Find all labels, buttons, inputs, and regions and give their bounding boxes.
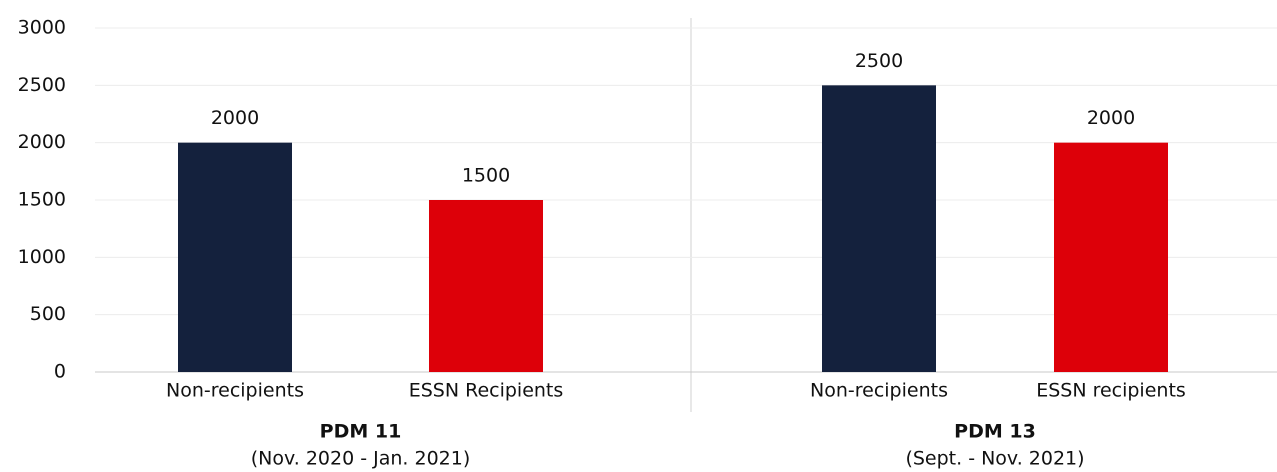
y-tick-label: 1500 (18, 189, 66, 211)
y-tick-label: 1000 (18, 246, 66, 268)
value-label: 2000 (1087, 107, 1135, 129)
value-label: 2500 (855, 50, 903, 72)
x-tick-label: ESSN Recipients (409, 380, 564, 402)
y-tick-label: 2500 (18, 74, 66, 96)
x-tick-label: Non-recipients (166, 380, 304, 402)
bar (822, 85, 936, 372)
x-tick-label: ESSN recipients (1036, 380, 1186, 402)
group-name: PDM 13 (954, 421, 1036, 443)
y-tick-label: 2000 (18, 131, 66, 153)
bar (178, 142, 292, 372)
y-tick-label: 3000 (18, 17, 66, 39)
group-subtitle: (Sept. - Nov. 2021) (905, 448, 1084, 470)
group-subtitle: (Nov. 2020 - Jan. 2021) (251, 448, 471, 470)
x-tick-label: Non-recipients (810, 380, 948, 402)
bar (429, 200, 543, 372)
y-tick-label: 500 (30, 303, 66, 325)
value-label: 1500 (462, 165, 510, 187)
group-name: PDM 11 (320, 421, 402, 443)
y-tick-label: 0 (54, 361, 66, 383)
value-label: 2000 (211, 107, 259, 129)
bar (1054, 142, 1168, 372)
